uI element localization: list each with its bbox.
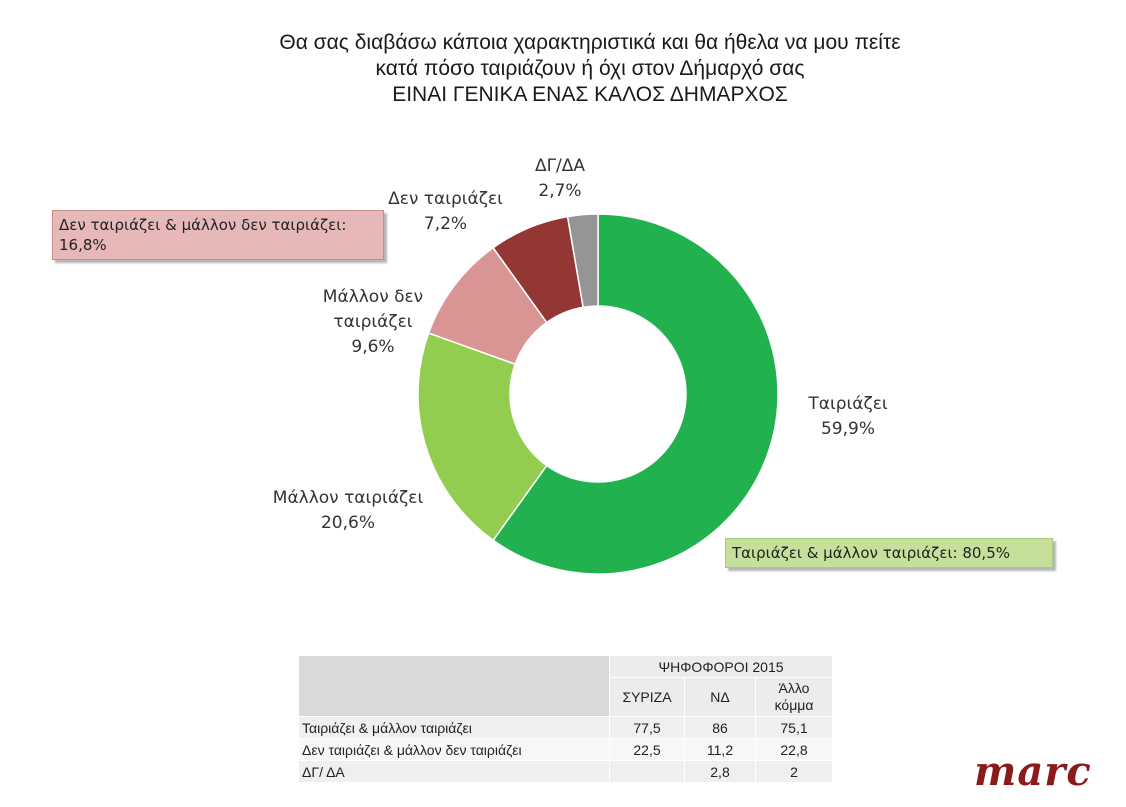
- slice-name: Μάλλον δεν ταιριάζει: [322, 287, 424, 332]
- cell-value: 86: [684, 716, 756, 739]
- donut-slice-0: [492, 213, 779, 575]
- slice-name: ΔΓ/ΔΑ: [534, 156, 586, 176]
- slice-value: 2,7%: [538, 181, 582, 201]
- cell-value: [609, 760, 685, 783]
- row-label: Ταιριάζει & μάλλον ταιριάζει: [298, 716, 610, 739]
- slice-value: 9,6%: [351, 337, 395, 357]
- title-line-2: κατά πόσο ταιριάζουν ή όχι στον Δήμαρχό …: [375, 57, 805, 80]
- row-label: ΔΓ/ ΔΑ: [298, 760, 610, 783]
- label-slice-tairiazei: Ταιριάζει 59,9%: [768, 392, 928, 442]
- table-row: ΔΓ/ ΔΑ 2,8 2: [298, 760, 833, 783]
- cell-value: 22,8: [755, 738, 833, 761]
- slice-name: Ταιριάζει: [808, 394, 888, 414]
- row-label: Δεν ταιριάζει & μάλλον δεν ταιριάζει: [298, 738, 610, 761]
- voters-2015-table: ΨΗΦΟΦΟΡΟΙ 2015 ΣΥΡΙΖΑ ΝΔ Άλλο κόμμα Ταιρ…: [298, 655, 833, 783]
- slice-value: 59,9%: [820, 419, 875, 439]
- title-line-3: ΕΙΝΑΙ ΓΕΝΙΚΑ ΕΝΑΣ ΚΑΛΟΣ ΔΗΜΑΡΧΟΣ: [392, 83, 788, 106]
- col-header-allo: Άλλο κόμμα: [755, 677, 833, 717]
- cell-value: 77,5: [609, 716, 685, 739]
- callout-positive-total: Ταιριάζει & μάλλον ταιριάζει: 80,5%: [725, 538, 1053, 568]
- table-row: Ταιριάζει & μάλλον ταιριάζει 77,5 86 75,…: [298, 716, 833, 739]
- callout-negative-total: Δεν ταιριάζει & μάλλον δεν ταιριάζει: 16…: [52, 210, 384, 260]
- label-slice-mallon-tairiazei: Μάλλον ταιριάζει 20,6%: [248, 486, 448, 536]
- cell-value: 11,2: [684, 738, 756, 761]
- cell-value: 75,1: [755, 716, 833, 739]
- table-group-header: ΨΗΦΟΦΟΡΟΙ 2015: [609, 655, 833, 678]
- slice-name: Δεν ταιριάζει: [388, 189, 503, 209]
- slice-value: 20,6%: [320, 513, 375, 533]
- chart-title: Θα σας διαβάσω κάποια χαρακτηριστικά και…: [200, 30, 980, 108]
- donut-slice-4: [566, 213, 599, 309]
- table-row: Δεν ταιριάζει & μάλλον δεν ταιριάζει 22,…: [298, 738, 833, 761]
- cell-value: 2: [755, 760, 833, 783]
- table-corner: [298, 655, 610, 717]
- col-header-nd: ΝΔ: [684, 677, 756, 717]
- cell-value: 2,8: [684, 760, 756, 783]
- donut-slice-1: [417, 332, 548, 542]
- label-slice-den-tairiazei: Δεν ταιριάζει 7,2%: [368, 187, 523, 237]
- slice-name: Μάλλον ταιριάζει: [272, 488, 424, 508]
- label-slice-dg-da: ΔΓ/ΔΑ 2,7%: [515, 154, 605, 204]
- marc-logo: marc: [974, 748, 1092, 795]
- title-line-1: Θα σας διαβάσω κάποια χαρακτηριστικά και…: [279, 31, 901, 54]
- label-slice-mallon-den-tairiazei: Μάλλον δεν ταιριάζει 9,6%: [303, 285, 443, 360]
- col-header-syriza: ΣΥΡΙΖΑ: [609, 677, 685, 717]
- cell-value: 22,5: [609, 738, 685, 761]
- slice-value: 7,2%: [423, 214, 468, 234]
